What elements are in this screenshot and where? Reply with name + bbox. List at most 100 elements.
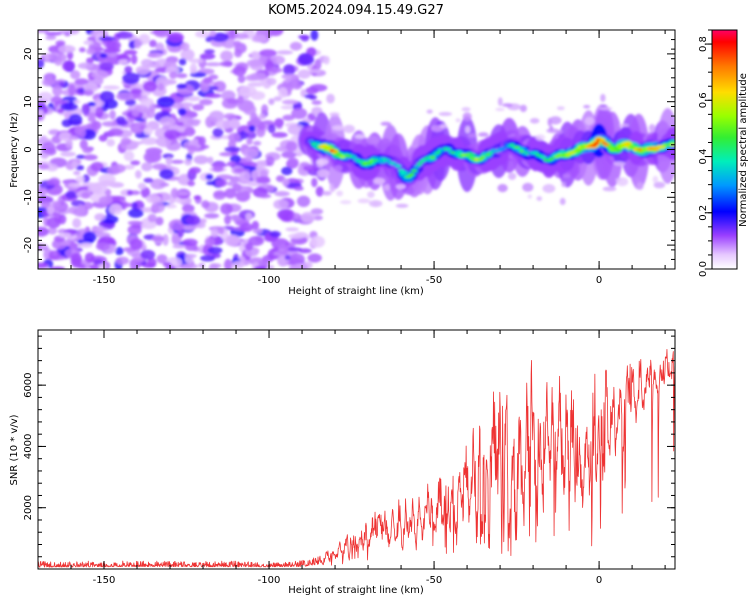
noise-blob	[159, 182, 170, 187]
noise-blob	[127, 224, 142, 235]
noise-blob	[584, 117, 595, 126]
noise-blob	[254, 160, 267, 168]
noise-blob	[307, 253, 322, 263]
noise-blob	[369, 200, 383, 208]
noise-blob	[212, 127, 224, 138]
noise-blob	[87, 185, 103, 193]
noise-blob	[465, 126, 471, 134]
noise-blob	[224, 258, 232, 269]
noise-blob	[462, 112, 472, 121]
noise-blob	[184, 158, 192, 166]
noise-blob	[83, 40, 94, 45]
y-tick-label: 20	[23, 48, 34, 61]
spectrogram-x-axis-label: Height of straight line (km)	[288, 286, 424, 297]
noise-blob	[146, 108, 156, 119]
chart-title: KOM5.2024.094.15.49.G27	[268, 3, 444, 18]
noise-blob	[86, 57, 94, 64]
noise-blob	[535, 134, 546, 141]
noise-blob	[334, 164, 343, 172]
noise-blob	[274, 118, 284, 128]
noise-blob	[292, 263, 308, 269]
noise-blob	[373, 177, 386, 185]
noise-blob	[248, 257, 265, 266]
signal-blob	[548, 157, 555, 161]
noise-blob	[119, 53, 128, 59]
noise-blob	[343, 124, 355, 134]
noise-blob	[99, 53, 108, 58]
noise-blob	[91, 70, 109, 80]
noise-blob	[232, 65, 247, 77]
noise-blob	[129, 238, 143, 250]
y-tick-label: 0	[23, 146, 34, 152]
noise-blob	[559, 197, 566, 206]
noise-blob	[101, 121, 118, 127]
noise-blob	[80, 242, 93, 248]
noise-blob	[184, 126, 196, 137]
noise-blob	[182, 204, 195, 213]
x-tick-label: -50	[426, 275, 442, 286]
noise-blob	[265, 155, 275, 167]
noise-blob	[125, 99, 136, 106]
noise-blob	[205, 36, 213, 43]
noise-blob	[108, 128, 124, 137]
spectrogram-y-ticks: -20 -10 0 10 20	[23, 29, 675, 270]
noise-blob	[298, 53, 313, 64]
noise-blob	[209, 263, 222, 269]
noise-blob	[93, 258, 103, 265]
noise-blob	[165, 66, 180, 74]
noise-blob	[536, 196, 543, 202]
signal-blob	[435, 151, 441, 155]
noise-blob	[266, 30, 284, 37]
noise-blob	[143, 151, 162, 163]
signal-blob	[408, 172, 415, 177]
noise-blob	[58, 131, 72, 142]
noise-blob	[556, 106, 565, 111]
noise-blob	[201, 200, 210, 209]
noise-blob	[42, 78, 55, 87]
noise-blob	[296, 195, 311, 207]
x-tick-label: -100	[258, 575, 281, 586]
noise-blob	[70, 253, 83, 265]
noise-blob	[127, 220, 143, 226]
noise-blob	[439, 124, 448, 129]
noise-blob	[549, 125, 554, 131]
noise-blob	[224, 234, 241, 247]
noise-blob	[461, 107, 471, 112]
noise-blob	[281, 73, 299, 80]
noise-blob	[123, 49, 138, 55]
noise-blob	[168, 219, 185, 231]
noise-blob	[162, 234, 169, 246]
noise-blob	[129, 266, 136, 269]
noise-blob	[311, 177, 318, 188]
noise-blob	[70, 70, 81, 80]
noise-blob	[242, 148, 259, 159]
noise-blob	[653, 181, 666, 189]
signal-blob	[593, 141, 600, 146]
y-tick-label: -10	[23, 189, 34, 205]
noise-blob	[112, 195, 126, 202]
noise-blob	[557, 129, 563, 135]
noise-blob	[47, 227, 58, 235]
noise-blob	[248, 236, 265, 246]
spectrogram-x-ticks: -150 -100 -50 0	[37, 30, 666, 286]
noise-blob	[562, 173, 571, 178]
noise-blob	[186, 145, 198, 151]
noise-blob	[38, 244, 42, 250]
noise-blob	[106, 138, 115, 147]
x-tick-label: -150	[93, 275, 116, 286]
noise-blob	[182, 238, 198, 247]
noise-blob	[48, 250, 61, 261]
noise-blob	[82, 147, 93, 154]
x-tick-label: 0	[596, 575, 602, 586]
noise-blob	[600, 93, 606, 103]
snr-series-line	[38, 348, 675, 568]
noise-blob	[266, 77, 277, 86]
noise-blob	[137, 182, 147, 190]
noise-blob	[204, 213, 220, 219]
noise-blob	[68, 30, 80, 35]
noise-blob	[522, 182, 534, 192]
noise-blob	[139, 97, 154, 107]
noise-blob	[210, 162, 228, 168]
noise-blob	[357, 198, 371, 204]
noise-blob	[68, 84, 76, 97]
